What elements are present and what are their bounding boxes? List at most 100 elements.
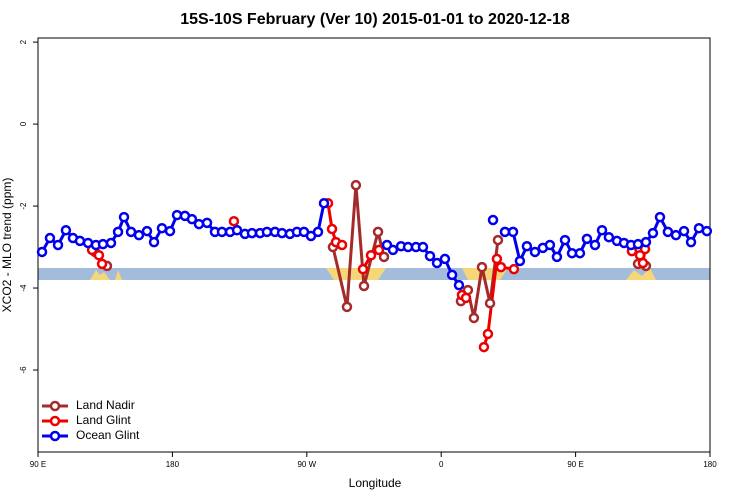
data-point [44, 232, 56, 244]
data-point [105, 237, 117, 249]
legend-marker [49, 415, 61, 427]
x-tick-label: 180 [166, 460, 180, 469]
data-point [231, 224, 243, 236]
y-tick-label: -4 [19, 284, 28, 292]
data-point [318, 197, 330, 209]
data-point [60, 224, 72, 236]
data-point [603, 231, 615, 243]
data-point [701, 225, 713, 237]
data-point [186, 213, 198, 225]
data-point [424, 250, 436, 262]
land-patch [90, 270, 110, 280]
data-point [670, 229, 682, 241]
data-point [431, 257, 443, 269]
data-point [482, 328, 494, 340]
data-point [164, 225, 176, 237]
data-point [647, 227, 659, 239]
data-point [228, 215, 240, 227]
data-point [148, 236, 160, 248]
data-point [460, 292, 472, 304]
data-point [478, 341, 490, 353]
data-point [559, 234, 571, 246]
legend-label: Land Glint [76, 413, 131, 427]
y-tick-label: -6 [19, 366, 28, 374]
data-point [357, 263, 369, 275]
y-tick-label: 0 [19, 121, 28, 126]
data-point [499, 226, 511, 238]
data-point [372, 226, 384, 238]
data-point [378, 251, 390, 263]
y-axis-label: XCO2 - MLO trend (ppm) [0, 178, 14, 313]
data-point [246, 227, 258, 239]
data-point [74, 235, 86, 247]
data-point [350, 179, 362, 191]
mask-band [38, 268, 710, 280]
data-point [133, 229, 145, 241]
x-tick-label: 180 [703, 460, 717, 469]
data-point [508, 263, 520, 275]
data-point [491, 253, 503, 265]
data-point [112, 226, 124, 238]
data-point [487, 214, 499, 226]
data-point [507, 226, 519, 238]
data-point [544, 239, 556, 251]
x-tick-label: 90 E [30, 460, 46, 469]
data-point [118, 211, 130, 223]
legend-label: Ocean Glint [76, 428, 140, 442]
data-point [439, 253, 451, 265]
legend-label: Land Nadir [76, 398, 135, 412]
data-point [216, 226, 228, 238]
land-patch [115, 270, 122, 280]
data-point [373, 244, 385, 256]
data-point [521, 240, 533, 252]
data-point [551, 251, 563, 263]
land-patch [326, 268, 386, 280]
data-point [468, 312, 480, 324]
data-point [193, 218, 205, 230]
data-point [484, 297, 496, 309]
x-tick-label: 0 [439, 460, 444, 469]
data-point [662, 226, 674, 238]
data-point [326, 223, 338, 235]
data-point [36, 246, 48, 258]
data-point [365, 249, 377, 261]
legend-marker [49, 400, 61, 412]
data-point [492, 234, 504, 246]
data-point [476, 261, 488, 273]
land-patch [626, 268, 656, 280]
data-point [387, 244, 399, 256]
legend-marker [49, 430, 61, 442]
data-point [336, 239, 348, 251]
data-point [514, 255, 526, 267]
x-axis-label: Longitude [349, 476, 402, 490]
plot-frame [37, 37, 711, 453]
data-point [654, 211, 666, 223]
data-point [637, 257, 649, 269]
data-point [97, 238, 109, 250]
data-point [93, 249, 105, 261]
data-point [341, 301, 353, 313]
x-tick-label: 90 W [297, 460, 316, 469]
data-point [453, 279, 465, 291]
y-tick-label: -2 [19, 202, 28, 210]
data-point [581, 233, 593, 245]
data-point [96, 258, 108, 270]
data-point [141, 225, 153, 237]
data-point [446, 269, 458, 281]
data-point [358, 280, 370, 292]
data-point [685, 236, 697, 248]
data-point [495, 261, 507, 273]
x-tick-label: 90 E [567, 460, 583, 469]
data-point [312, 226, 324, 238]
data-point [52, 239, 64, 251]
chart-title: 15S-10S February (Ver 10) 2015-01-01 to … [180, 11, 570, 28]
data-point [574, 247, 586, 259]
data-point [529, 246, 541, 258]
data-point [589, 239, 601, 251]
data-point [596, 224, 608, 236]
data-point [261, 226, 273, 238]
y-tick-label: 2 [19, 39, 28, 44]
data-point [640, 236, 652, 248]
data-point [417, 241, 429, 253]
